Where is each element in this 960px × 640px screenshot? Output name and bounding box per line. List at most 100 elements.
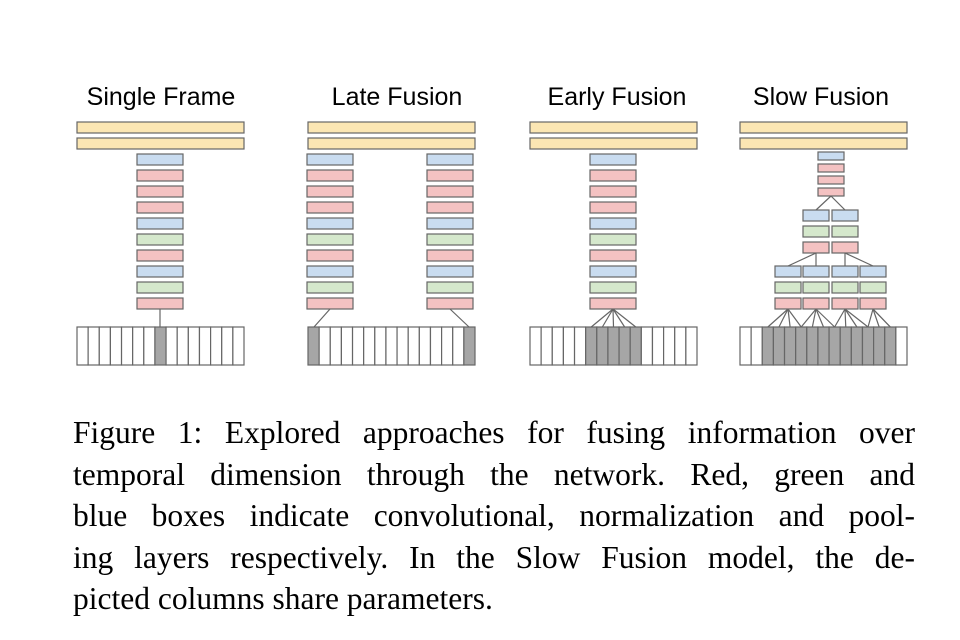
frame-cell xyxy=(363,326,376,366)
fc-layer xyxy=(76,121,245,134)
norm-layer xyxy=(589,281,637,294)
connection-line xyxy=(590,308,614,328)
connection-line xyxy=(844,308,847,328)
caption-line: temporal dimension through the network. … xyxy=(73,456,915,492)
frame-cell xyxy=(221,326,234,366)
frame-cell xyxy=(109,326,123,366)
norm-layer xyxy=(426,281,474,294)
conv-layer xyxy=(426,249,474,262)
frame-cell xyxy=(418,326,432,366)
frame-cell xyxy=(772,326,786,366)
conv-layer xyxy=(306,249,354,262)
connection-line xyxy=(834,308,846,328)
frame-cell xyxy=(895,326,908,366)
frame-cell xyxy=(674,326,687,366)
frame-cell xyxy=(340,326,354,366)
connection-line xyxy=(844,252,874,267)
conv-layer xyxy=(306,297,354,310)
norm-layer xyxy=(426,233,474,246)
conv-layer xyxy=(426,297,474,310)
frame-cell xyxy=(385,326,398,366)
frame-cell xyxy=(884,326,897,366)
pool-layer xyxy=(589,153,637,166)
norm-layer xyxy=(774,281,802,294)
conv-layer xyxy=(426,169,474,182)
connection-line xyxy=(844,308,858,328)
connection-line xyxy=(767,308,789,328)
connection-line xyxy=(449,308,470,328)
frame-cell xyxy=(739,326,752,366)
connection-line xyxy=(815,308,836,328)
norm-layer xyxy=(831,225,859,238)
frame-cell xyxy=(176,326,189,366)
frame-cell xyxy=(685,326,698,366)
connection-line xyxy=(612,308,615,328)
connection-line xyxy=(787,308,791,328)
frame-cell xyxy=(165,326,178,366)
conv-layer xyxy=(136,249,184,262)
panel-title-late-fusion: Late Fusion xyxy=(332,83,463,111)
pool-layer xyxy=(426,265,474,278)
frame-cell xyxy=(540,326,553,366)
norm-layer xyxy=(589,233,637,246)
pool-layer xyxy=(859,265,887,278)
conv-layer xyxy=(589,297,637,310)
norm-layer xyxy=(136,233,184,246)
frame-cell xyxy=(783,326,797,366)
conv-layer xyxy=(817,187,845,197)
conv-layer xyxy=(589,201,637,214)
frame-cell xyxy=(429,326,443,366)
frame-cell xyxy=(98,326,112,366)
frame-cell xyxy=(872,326,886,366)
pool-layer xyxy=(136,265,184,278)
conv-layer xyxy=(306,201,354,214)
norm-layer xyxy=(802,225,830,238)
conv-layer xyxy=(136,185,184,198)
pool-layer xyxy=(306,265,354,278)
norm-layer xyxy=(306,281,354,294)
connection-line xyxy=(612,308,626,328)
norm-layer xyxy=(802,281,830,294)
frame-cell xyxy=(198,326,212,366)
norm-layer xyxy=(306,233,354,246)
frame-cell xyxy=(187,326,201,366)
caption-line: ing layers respectively. In the Slow Fus… xyxy=(73,539,915,575)
conv-layer xyxy=(774,297,802,310)
frame-cell xyxy=(596,326,609,366)
pool-layer xyxy=(589,217,637,230)
frame-cell xyxy=(761,326,774,366)
connection-line xyxy=(872,308,891,328)
pool-layer xyxy=(802,265,830,278)
pool-layer xyxy=(426,217,474,230)
panel-title-slow-fusion: Slow Fusion xyxy=(753,83,889,111)
frame-cell xyxy=(806,326,819,366)
fc-layer xyxy=(739,137,908,150)
pool-layer xyxy=(589,265,637,278)
connection-line xyxy=(612,308,637,328)
frame-cell xyxy=(307,326,320,366)
pool-layer xyxy=(774,265,802,278)
conv-layer xyxy=(589,169,637,182)
conv-layer xyxy=(306,185,354,198)
fc-layer xyxy=(529,137,698,150)
conv-layer xyxy=(426,201,474,214)
frame-cell xyxy=(529,326,542,366)
conv-layer xyxy=(306,169,354,182)
pool-layer xyxy=(426,153,474,166)
panel-title-early-fusion: Early Fusion xyxy=(548,83,687,111)
frame-cell xyxy=(551,326,564,366)
fc-layer xyxy=(76,137,245,150)
frame-cell xyxy=(143,326,156,366)
frame-cell xyxy=(850,326,864,366)
frame-cell xyxy=(76,326,89,366)
frame-cell xyxy=(817,326,830,366)
pool-layer xyxy=(817,151,845,161)
pool-layer xyxy=(136,217,184,230)
norm-layer xyxy=(831,281,859,294)
connection-line xyxy=(787,252,817,267)
caption-line: blue boxes indicate convolutional, norma… xyxy=(73,498,915,533)
frame-cell xyxy=(318,326,331,366)
conv-layer xyxy=(831,241,859,254)
frame-cell xyxy=(210,326,223,366)
connection-line xyxy=(844,308,869,328)
